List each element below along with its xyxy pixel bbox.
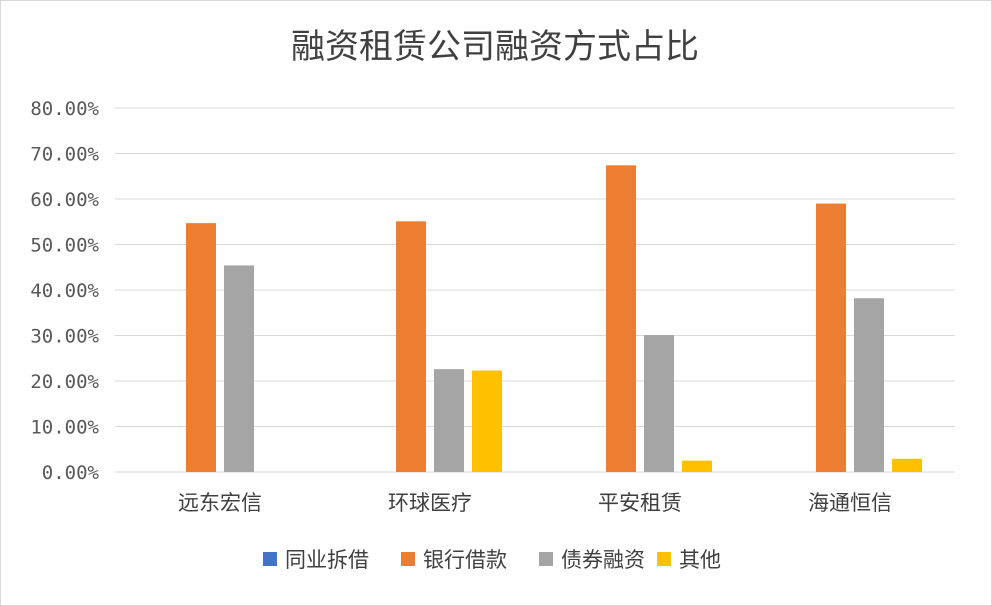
y-tick-label: 70.00% [30,144,99,166]
bar [434,369,464,472]
y-axis-ticks: 0.00% 10.00% 20.00% 30.00% 40.00% 50.00% 60.00… [30,98,99,484]
bar [186,223,216,472]
legend-swatch [263,552,277,566]
bar [816,203,846,473]
x-category-label: 海通恒信 [808,491,892,515]
y-tick-label: 50.00% [30,235,99,257]
bars [186,165,922,473]
legend-label: 银行借款 [423,548,507,572]
legend-swatch [539,552,553,566]
chart-title: 融资租赁公司融资方式占比 [291,27,699,67]
x-category-label: 远东宏信 [178,491,262,515]
x-category-label: 平安租赁 [598,491,682,515]
y-tick-label: 60.00% [30,189,99,211]
bar [644,335,674,472]
y-tick-label: 80.00% [30,98,99,120]
bar [854,298,884,472]
y-tick-label: 0.00% [42,462,100,484]
y-tick-label: 20.00% [30,371,99,393]
bar [396,221,426,472]
legend-label: 其他 [679,548,721,572]
bar [224,265,254,472]
legend-swatch [401,552,415,566]
x-category-label: 环球医疗 [388,491,472,515]
bar [682,460,712,472]
gridlines [115,107,955,473]
x-axis-categories: 远东宏信 环球医疗 平安租赁 海通恒信 [178,491,892,515]
y-tick-label: 30.00% [30,326,99,348]
bar [892,458,922,472]
bar [606,165,636,472]
bar [472,370,502,472]
legend: 同业拆借 银行借款 债券融资 其他 [263,548,721,572]
y-tick-label: 10.00% [30,417,99,439]
legend-swatch [657,552,671,566]
legend-label: 债券融资 [561,548,645,572]
legend-label: 同业拆借 [285,548,369,572]
y-tick-label: 40.00% [30,280,99,302]
